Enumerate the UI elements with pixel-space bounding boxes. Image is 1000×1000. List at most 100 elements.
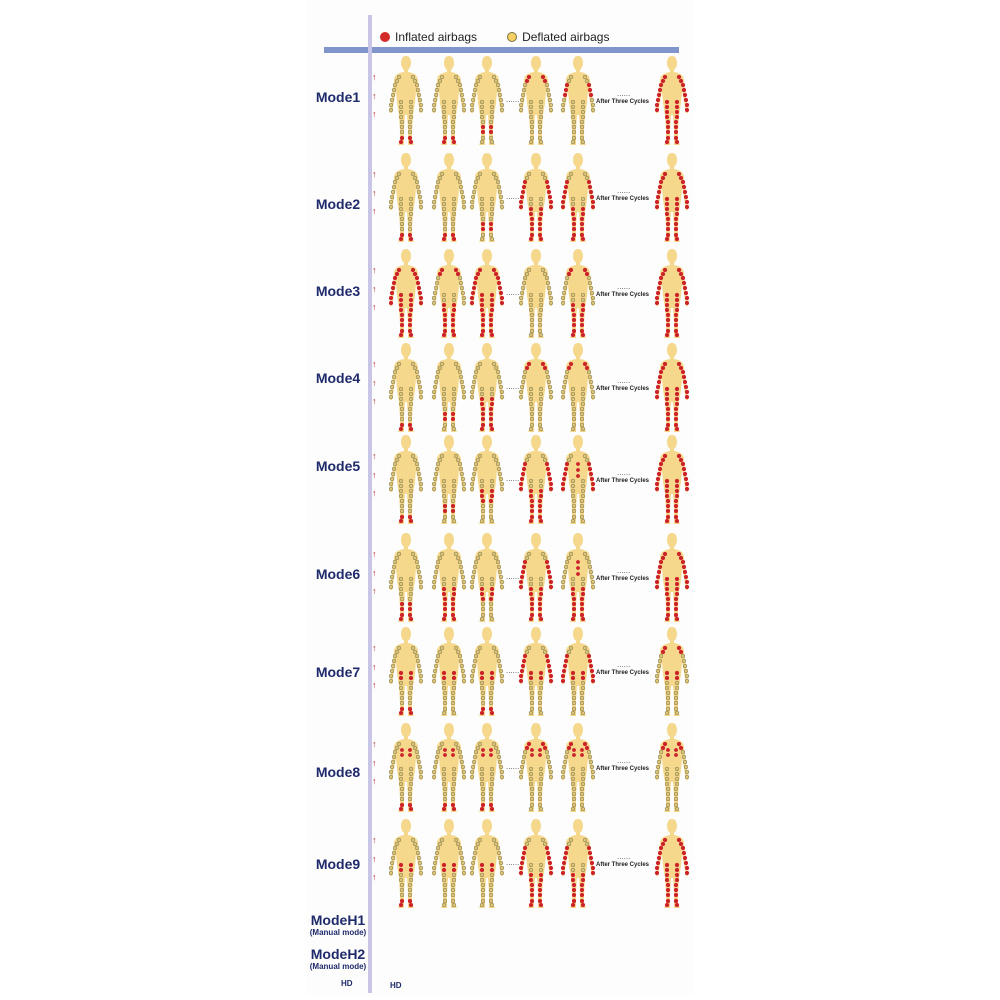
- airbag-deflated: [579, 416, 585, 422]
- airbag-deflated: [540, 837, 546, 843]
- airbag-deflated: [477, 74, 483, 80]
- airbag-deflated: [529, 322, 535, 328]
- airbag-deflated: [496, 754, 502, 760]
- airbag-deflated: [488, 695, 494, 701]
- airbag-inflated: [665, 498, 671, 504]
- airbag-deflated: [451, 391, 457, 397]
- airbag-deflated: [408, 581, 414, 587]
- airbag-deflated: [528, 483, 534, 489]
- airbag-deflated: [580, 576, 586, 582]
- body-figure: [559, 152, 597, 244]
- airbag-deflated: [450, 700, 456, 706]
- airbag-deflated: [442, 791, 448, 797]
- airbag-deflated: [435, 461, 441, 467]
- airbag-inflated: [674, 488, 680, 494]
- airbag-deflated: [538, 576, 544, 582]
- airbag-inflated: [471, 285, 477, 291]
- airbag-deflated: [457, 369, 463, 375]
- airbag-deflated: [408, 680, 414, 686]
- airbag-deflated: [587, 280, 593, 286]
- airbag-deflated: [580, 766, 586, 772]
- airbag-deflated: [416, 855, 422, 861]
- airbag-deflated: [408, 586, 414, 592]
- airbag-inflated: [664, 109, 670, 115]
- airbag-inflated: [665, 317, 671, 323]
- airbag-deflated: [434, 754, 440, 760]
- airbag-deflated: [408, 488, 414, 494]
- airbag-inflated: [489, 862, 495, 868]
- airbag-deflated: [538, 396, 544, 402]
- airbag-deflated: [435, 369, 441, 375]
- airbag-inflated: [674, 236, 680, 242]
- airbag-inflated: [546, 569, 552, 575]
- body-figure: [653, 152, 691, 244]
- airbag-deflated: [570, 401, 576, 407]
- airbag-deflated: [441, 104, 447, 110]
- airbag-deflated: [538, 391, 544, 397]
- ellipsis: ......: [506, 288, 520, 297]
- airbag-inflated: [392, 275, 398, 281]
- airbag-deflated: [434, 466, 440, 472]
- airbag-inflated: [674, 867, 680, 873]
- airbag-deflated: [499, 102, 505, 108]
- airbag-deflated: [571, 706, 577, 712]
- airbag-deflated: [391, 754, 397, 760]
- airbag-deflated: [480, 232, 486, 238]
- airbag-deflated: [389, 97, 395, 103]
- airbag-inflated: [662, 361, 668, 367]
- airbag-deflated: [398, 776, 404, 782]
- airbag-deflated: [439, 741, 445, 747]
- after-three-cycles-label: After Three Cycles: [596, 670, 650, 676]
- airbag-deflated: [680, 653, 686, 659]
- airbag-inflated: [664, 99, 670, 105]
- airbag-deflated: [495, 369, 501, 375]
- airbag-deflated: [457, 461, 463, 467]
- airbag-inflated: [664, 862, 670, 868]
- airbag-deflated: [418, 579, 424, 585]
- airbag-deflated: [441, 483, 447, 489]
- airbag-inflated: [570, 302, 576, 308]
- airbag-inflated: [655, 194, 661, 200]
- airbag-deflated: [457, 559, 463, 565]
- airbag-inflated: [587, 850, 593, 856]
- airbag-inflated: [566, 745, 572, 751]
- airbag-inflated: [479, 710, 485, 716]
- airbag-deflated: [441, 211, 447, 217]
- airbag-deflated: [582, 551, 588, 557]
- airbag-deflated: [453, 74, 459, 80]
- airbag-deflated: [524, 175, 530, 181]
- airbag-deflated: [528, 806, 534, 812]
- airbag-deflated: [664, 771, 670, 777]
- airbag-inflated: [544, 179, 550, 185]
- airbag-deflated: [396, 645, 402, 651]
- airbag-deflated: [580, 680, 586, 686]
- airbag-deflated: [586, 275, 592, 281]
- airbag-inflated: [398, 616, 404, 622]
- airbag-deflated: [546, 759, 552, 765]
- airbag-deflated: [518, 774, 524, 780]
- airbag-inflated: [451, 236, 457, 242]
- airbag-deflated: [526, 837, 532, 843]
- airbag-inflated: [673, 508, 679, 514]
- airbag-inflated: [673, 119, 679, 125]
- airbag-deflated: [579, 129, 585, 135]
- airbag-inflated: [408, 292, 414, 298]
- airbag-deflated: [496, 466, 502, 472]
- airbag-inflated: [658, 369, 664, 375]
- airbag-inflated: [450, 508, 456, 514]
- up-arrow-icon: ↑: [372, 377, 377, 388]
- airbag-deflated: [471, 759, 477, 765]
- mode-h2-sub: (Manual mode): [309, 962, 367, 971]
- airbag-deflated: [580, 401, 586, 407]
- airbag-inflated: [587, 87, 593, 93]
- airbag-inflated: [441, 862, 447, 868]
- airbag-deflated: [587, 754, 593, 760]
- airbag-deflated: [458, 87, 464, 93]
- airbag-inflated: [450, 612, 456, 618]
- airbag-deflated: [498, 764, 504, 770]
- airbag-inflated: [570, 586, 576, 592]
- airbag-deflated: [499, 486, 505, 492]
- airbag-inflated: [579, 898, 585, 904]
- up-arrow-icon: ↑: [372, 469, 377, 480]
- airbag-deflated: [471, 663, 477, 669]
